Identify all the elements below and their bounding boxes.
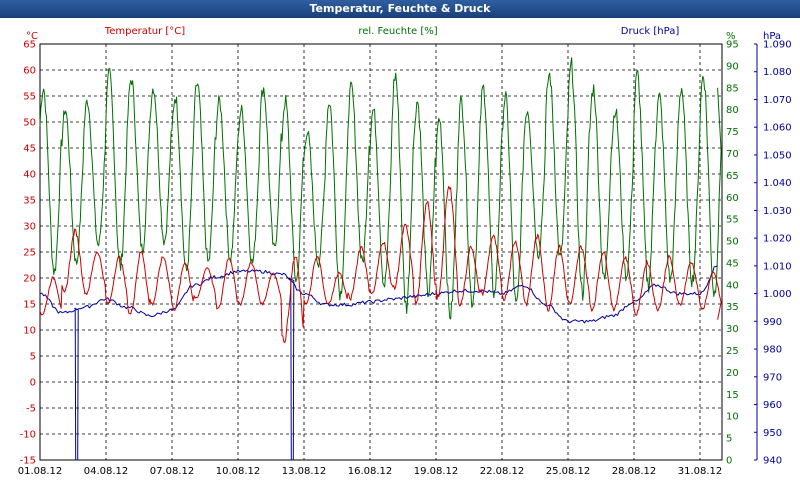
temperature-tick-label: 55 bbox=[23, 92, 36, 103]
pressure-tick-label: 970 bbox=[763, 372, 782, 383]
temperature-tick-label: 20 bbox=[23, 274, 36, 285]
pressure-tick-label: 990 bbox=[763, 317, 782, 328]
chart: -15-10-50510152025303540455055606501.08.… bbox=[18, 26, 792, 477]
humidity-tick-label: 45 bbox=[726, 258, 739, 269]
temperature-tick-label: 0 bbox=[30, 378, 36, 389]
humidity-tick-label: 75 bbox=[726, 127, 739, 138]
temperature-tick-label: 45 bbox=[23, 144, 36, 155]
pressure-tick-label: 950 bbox=[763, 428, 782, 439]
temperature-tick-label: 50 bbox=[23, 118, 36, 129]
humidity-tick-label: 90 bbox=[726, 61, 739, 72]
temperature-unit-label: °C bbox=[26, 31, 38, 42]
x-tick-label: 16.08.12 bbox=[348, 466, 393, 477]
humidity-tick-label: 80 bbox=[726, 105, 739, 116]
legend-temperature: Temperatur [°C] bbox=[104, 26, 185, 37]
humidity-tick-label: 65 bbox=[726, 171, 739, 182]
humidity-tick-label: 10 bbox=[726, 412, 739, 423]
humidity-tick-label: 5 bbox=[726, 434, 732, 445]
temperature-tick-label: 25 bbox=[23, 248, 36, 259]
temperature-tick-label: 35 bbox=[23, 196, 36, 207]
temperature-tick-label: 10 bbox=[23, 326, 36, 337]
temperature-tick-label: 15 bbox=[23, 300, 36, 311]
x-tick-label: 22.08.12 bbox=[480, 466, 525, 477]
temperature-tick-label: 65 bbox=[23, 40, 36, 51]
legend-humidity: rel. Feuchte [%] bbox=[358, 26, 437, 37]
humidity-tick-label: 0 bbox=[726, 456, 732, 467]
pressure-tick-label: 940 bbox=[763, 456, 782, 467]
pressure-tick-label: 1.020 bbox=[763, 234, 792, 245]
pressure-tick-label: 1.040 bbox=[763, 178, 792, 189]
temperature-tick-label: 60 bbox=[23, 66, 36, 77]
humidity-tick-label: 55 bbox=[726, 215, 739, 226]
x-tick-label: 25.08.12 bbox=[546, 466, 591, 477]
x-tick-label: 04.08.12 bbox=[84, 466, 129, 477]
humidity-tick-label: 25 bbox=[726, 346, 739, 357]
humidity-tick-label: 20 bbox=[726, 368, 739, 379]
pressure-tick-label: 1.060 bbox=[763, 123, 792, 134]
x-tick-label: 28.08.12 bbox=[612, 466, 657, 477]
humidity-tick-label: 50 bbox=[726, 237, 739, 248]
temperature-tick-label: -15 bbox=[20, 456, 36, 467]
humidity-tick-label: 85 bbox=[726, 83, 739, 94]
pressure-tick-label: 960 bbox=[763, 400, 782, 411]
pressure-tick-label: 1.000 bbox=[763, 289, 792, 300]
x-tick-label: 31.08.12 bbox=[678, 466, 723, 477]
series-pressure-line bbox=[39, 265, 718, 461]
temperature-tick-label: 5 bbox=[30, 352, 36, 363]
x-tick-label: 10.08.12 bbox=[216, 466, 261, 477]
series-temperature-line bbox=[39, 185, 722, 344]
legend-pressure: Druck [hPa] bbox=[621, 26, 680, 37]
x-tick-label: 07.08.12 bbox=[150, 466, 195, 477]
pressure-tick-label: 1.090 bbox=[763, 40, 792, 51]
temperature-tick-label: -5 bbox=[26, 404, 36, 415]
pressure-tick-label: 1.050 bbox=[763, 150, 792, 161]
x-tick-label: 13.08.12 bbox=[282, 466, 327, 477]
humidity-unit-label: % bbox=[726, 31, 736, 42]
temperature-tick-label: 40 bbox=[23, 170, 36, 181]
pressure-tick-label: 980 bbox=[763, 345, 782, 356]
x-tick-label: 01.08.12 bbox=[18, 466, 63, 477]
humidity-tick-label: 95 bbox=[726, 40, 739, 51]
temperature-tick-label: -10 bbox=[20, 430, 36, 441]
series-humidity-line bbox=[39, 57, 722, 320]
humidity-tick-label: 70 bbox=[726, 149, 739, 160]
x-tick-label: 19.08.12 bbox=[414, 466, 459, 477]
humidity-tick-label: 40 bbox=[726, 280, 739, 291]
humidity-tick-label: 15 bbox=[726, 390, 739, 401]
pressure-tick-label: 1.080 bbox=[763, 67, 792, 78]
pressure-tick-label: 1.030 bbox=[763, 206, 792, 217]
pressure-tick-label: 1.010 bbox=[763, 261, 792, 272]
humidity-tick-label: 35 bbox=[726, 302, 739, 313]
window-title: Temperatur, Feuchte & Druck bbox=[0, 0, 800, 18]
temperature-tick-label: 30 bbox=[23, 222, 36, 233]
humidity-tick-label: 60 bbox=[726, 193, 739, 204]
pressure-tick-label: 1.070 bbox=[763, 95, 792, 106]
humidity-tick-label: 30 bbox=[726, 324, 739, 335]
pressure-unit-label: hPa bbox=[763, 31, 781, 42]
